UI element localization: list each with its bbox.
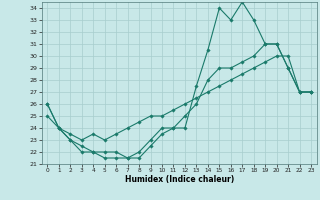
X-axis label: Humidex (Indice chaleur): Humidex (Indice chaleur) [124, 175, 234, 184]
